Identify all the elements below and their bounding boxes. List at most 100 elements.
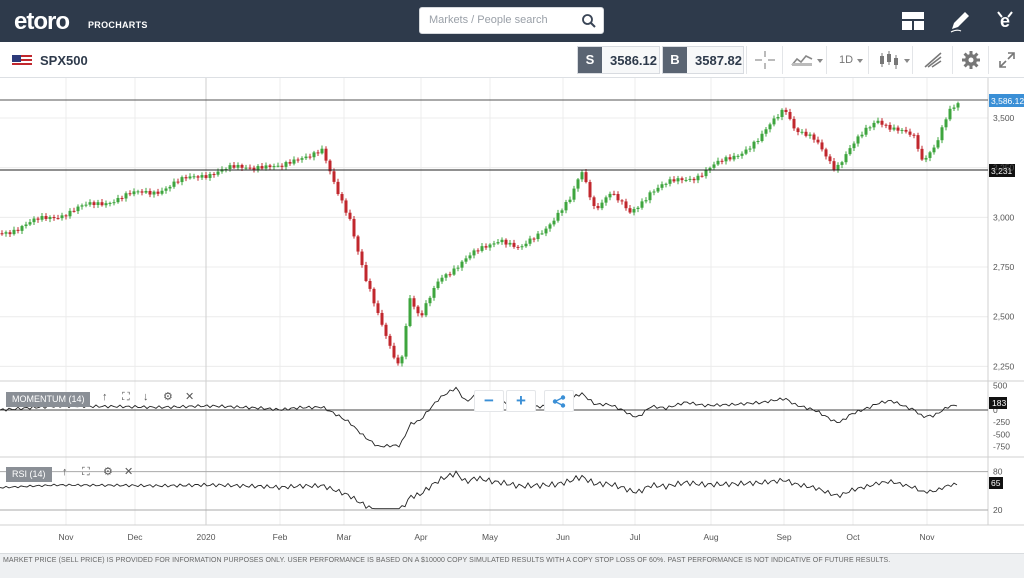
candle-body [688, 178, 692, 180]
candle-body [776, 116, 780, 119]
search-input[interactable]: Markets / People search [419, 7, 604, 34]
crosshair-button[interactable] [746, 46, 782, 74]
chart-type-button[interactable] [782, 46, 826, 74]
maximize-icon[interactable]: ⛶ [82, 466, 90, 478]
candle-body [520, 246, 524, 248]
candle-body [556, 212, 560, 221]
draw-tools-button[interactable] [912, 46, 952, 74]
close-icon[interactable]: ✕ [124, 466, 134, 478]
candle-body [84, 204, 88, 206]
sell-price-box[interactable]: S 3586.12 [577, 46, 660, 74]
candle-body [204, 175, 208, 178]
etoro-e-icon[interactable]: e [992, 8, 1018, 34]
move-up-icon[interactable]: ↑ [102, 391, 108, 403]
candle-body [552, 220, 556, 225]
candle-body [848, 148, 852, 155]
candle-body [92, 202, 96, 205]
chevron-down-icon [857, 59, 863, 63]
candle-body [828, 156, 832, 162]
layout-icon[interactable] [900, 8, 926, 34]
timeframe-dropdown[interactable]: 1D [826, 46, 868, 74]
settings-button[interactable] [952, 46, 988, 74]
move-up-icon[interactable]: ↑ [62, 466, 68, 478]
date-tick-label: Apr [414, 532, 427, 542]
current-price-tag [989, 94, 1024, 107]
date-tick-label: Sep [776, 532, 791, 542]
candle-body [28, 222, 32, 225]
zoom-in-button[interactable]: + [506, 390, 536, 412]
candle-body [676, 178, 680, 182]
candle-body [892, 127, 896, 130]
candle-body [592, 197, 596, 207]
instrument-symbol[interactable]: SPX500 [40, 53, 88, 68]
candle-body [348, 212, 352, 219]
gear-icon[interactable]: ⚙ [163, 391, 173, 403]
buy-price-box[interactable]: B 3587.82 [662, 46, 744, 74]
candle-body [144, 190, 148, 193]
candle-body [788, 112, 792, 119]
candle-body [344, 200, 348, 213]
candle-body [684, 179, 688, 181]
candle-body [800, 131, 804, 133]
candle-body [176, 181, 180, 183]
candle-body [320, 148, 324, 154]
candle-body [332, 171, 336, 182]
momentum-value-tag [989, 397, 1007, 409]
draw-icon [924, 52, 942, 68]
search-icon[interactable] [581, 13, 597, 29]
candle-body [44, 216, 48, 219]
gear-icon[interactable]: ⚙ [103, 466, 113, 478]
close-icon[interactable]: ✕ [185, 391, 195, 403]
etoro-logo[interactable]: etoro [14, 8, 70, 35]
candle-body [900, 129, 904, 131]
candle-body [400, 356, 404, 364]
rsi-label[interactable]: RSI (14) [6, 467, 52, 482]
candle-body [300, 158, 304, 160]
candle-body [160, 190, 164, 194]
candle-body [384, 324, 388, 336]
candle-body [8, 232, 12, 235]
candle-body [580, 172, 584, 180]
candle-body [36, 218, 40, 220]
candle-body [884, 124, 888, 126]
candle-body [764, 129, 768, 134]
candle-body [432, 288, 436, 298]
candle-body [12, 229, 16, 235]
candle-body [712, 164, 716, 168]
date-axis: Nov Dec 2020 Feb Mar Apr May Jun Jul Aug Sep Oct Nov [58, 532, 935, 542]
candle-body [264, 165, 268, 169]
candle-body [508, 242, 512, 245]
candle-body [696, 175, 700, 181]
candle-body [732, 155, 736, 160]
us-flag-icon [12, 55, 32, 67]
zoom-out-button[interactable]: − [474, 390, 504, 412]
maximize-icon[interactable]: ⛶ [122, 391, 130, 403]
level-tag-text: 3,231 [991, 166, 1013, 176]
candle-body [600, 202, 604, 209]
expand-button[interactable] [988, 46, 1024, 74]
date-tick-label: Dec [127, 532, 143, 542]
candle-body [524, 243, 528, 247]
candle-body [528, 238, 532, 244]
candle-body [140, 191, 144, 193]
price-chart[interactable]: 3,586.12 3,231 3,500 3,250 3,000 2,750 2,500 2… [0, 78, 1024, 553]
candle-body [540, 233, 544, 235]
candle-body [724, 157, 728, 162]
candle-body [840, 162, 844, 165]
price-tick-label: 3,000 [993, 212, 1015, 222]
candle-body [576, 179, 580, 189]
candle-body [832, 161, 836, 171]
candle-body [216, 171, 220, 175]
chevron-down-icon [817, 59, 823, 63]
share-button[interactable] [544, 390, 574, 412]
candle-body [116, 197, 120, 203]
candle-body [584, 172, 588, 183]
momentum-label[interactable]: MOMENTUM (14) [6, 392, 90, 407]
chart-area[interactable]: 3,586.12 3,231 3,500 3,250 3,000 2,750 2,500 2… [0, 78, 1024, 553]
pencil-icon[interactable] [947, 8, 973, 34]
move-down-icon[interactable]: ↓ [143, 391, 149, 403]
candle-body [184, 177, 188, 179]
candle-type-button[interactable] [868, 46, 912, 74]
rsi-tick-label: 80 [993, 467, 1003, 477]
candle-body [436, 281, 440, 289]
